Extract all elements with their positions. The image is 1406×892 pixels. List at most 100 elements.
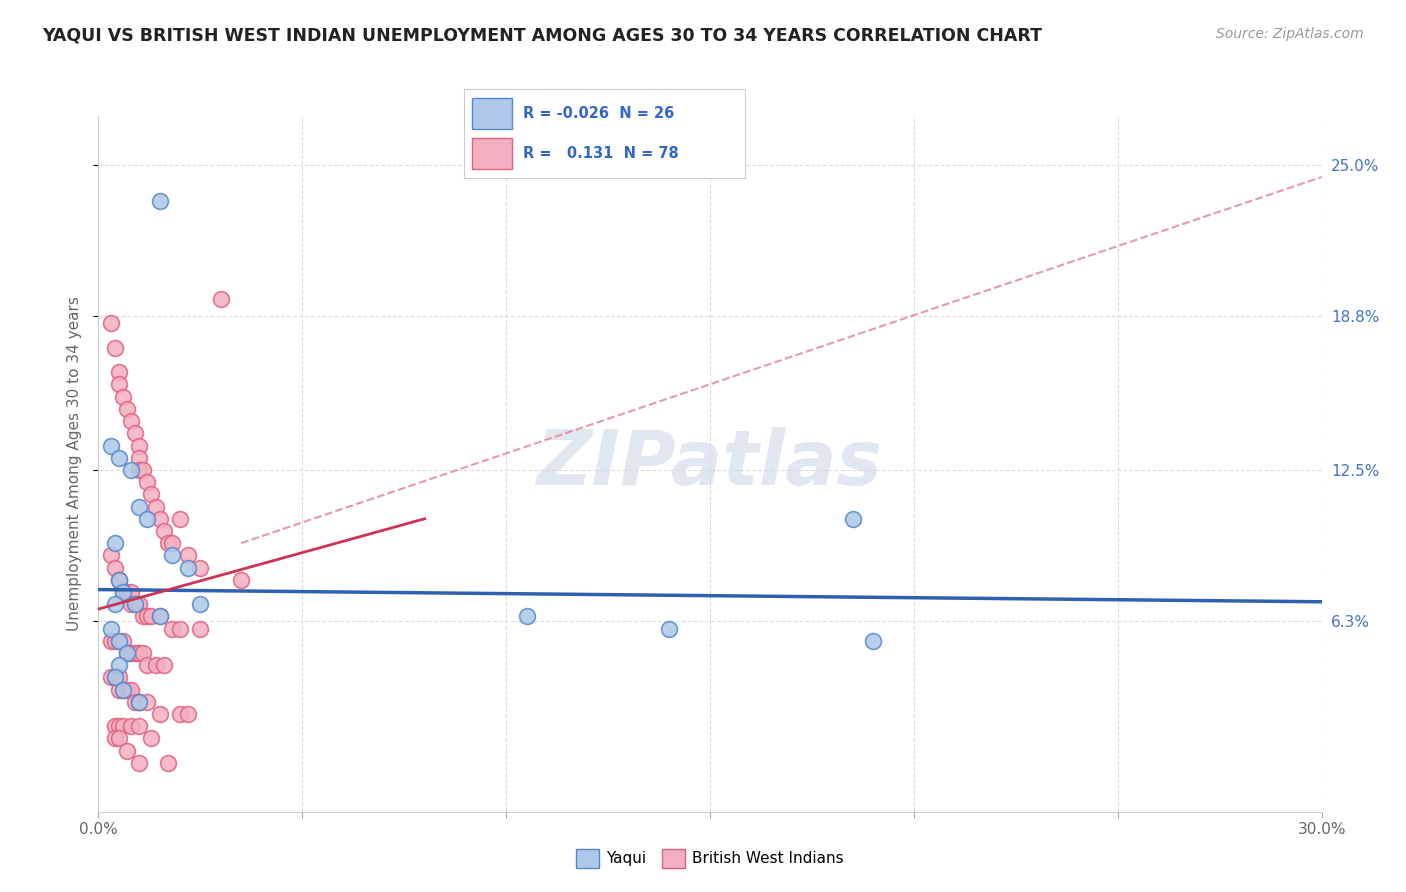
Point [141, 609, 163, 624]
Point [128, 646, 150, 660]
Point [115, 646, 138, 660]
Point [120, 597, 142, 611]
Point [115, 401, 138, 416]
Point [108, 731, 131, 746]
Point [177, 707, 200, 722]
Point [115, 682, 138, 697]
Point [124, 695, 146, 709]
Text: YAQUI VS BRITISH WEST INDIAN UNEMPLOYMENT AMONG AGES 30 TO 34 YEARS CORRELATION : YAQUI VS BRITISH WEST INDIAN UNEMPLOYMEN… [42, 27, 1042, 45]
Point [108, 633, 131, 648]
Point [100, 622, 122, 636]
Point [141, 731, 163, 746]
Point [149, 707, 172, 722]
Point [115, 744, 138, 758]
Point [128, 450, 150, 465]
Text: Source: ZipAtlas.com: Source: ZipAtlas.com [1216, 27, 1364, 41]
Point [136, 475, 159, 490]
Point [149, 194, 172, 209]
Point [111, 585, 134, 599]
Point [108, 682, 131, 697]
Point [145, 658, 167, 673]
Point [160, 622, 183, 636]
Text: R = -0.026  N = 26: R = -0.026 N = 26 [523, 106, 675, 120]
Point [108, 450, 131, 465]
Point [100, 317, 122, 331]
Point [128, 695, 150, 709]
Point [160, 536, 183, 550]
Point [104, 341, 127, 355]
Point [108, 633, 131, 648]
Point [152, 524, 174, 538]
Point [128, 756, 150, 770]
Point [124, 597, 146, 611]
Point [169, 707, 191, 722]
Point [128, 695, 150, 709]
Point [132, 646, 155, 660]
Point [104, 719, 127, 733]
Point [152, 658, 174, 673]
Point [104, 560, 127, 574]
Point [124, 646, 146, 660]
Legend: Yaqui, British West Indians: Yaqui, British West Indians [569, 843, 851, 873]
Point [111, 585, 134, 599]
Point [100, 633, 122, 648]
Point [132, 463, 155, 477]
Point [841, 512, 863, 526]
Point [145, 500, 167, 514]
Point [188, 560, 212, 574]
Point [104, 633, 127, 648]
Point [128, 500, 150, 514]
Text: R =   0.131  N = 78: R = 0.131 N = 78 [523, 146, 679, 161]
Point [120, 719, 142, 733]
Point [108, 377, 131, 392]
Point [136, 695, 159, 709]
Point [156, 536, 179, 550]
Point [177, 549, 200, 563]
Point [141, 487, 163, 501]
Point [169, 512, 191, 526]
Point [108, 573, 131, 587]
Point [111, 682, 134, 697]
Point [100, 670, 122, 684]
Point [128, 597, 150, 611]
Point [124, 426, 146, 441]
Point [149, 609, 172, 624]
Point [111, 390, 134, 404]
Point [149, 609, 172, 624]
Y-axis label: Unemployment Among Ages 30 to 34 years: Unemployment Among Ages 30 to 34 years [67, 296, 83, 632]
Point [156, 756, 179, 770]
Point [111, 633, 134, 648]
Point [104, 670, 127, 684]
Point [108, 573, 131, 587]
Point [658, 622, 681, 636]
Point [108, 658, 131, 673]
Point [115, 585, 138, 599]
Point [128, 463, 150, 477]
Point [108, 365, 131, 379]
Point [136, 609, 159, 624]
Point [132, 609, 155, 624]
Point [100, 549, 122, 563]
Point [169, 622, 191, 636]
Point [231, 573, 253, 587]
Point [160, 549, 183, 563]
Point [104, 536, 127, 550]
Point [128, 695, 150, 709]
Point [120, 682, 142, 697]
Point [111, 719, 134, 733]
Point [120, 646, 142, 660]
Point [120, 414, 142, 428]
Point [862, 633, 884, 648]
Point [108, 573, 131, 587]
Point [128, 438, 150, 452]
FancyBboxPatch shape [472, 138, 512, 169]
Point [104, 731, 127, 746]
Point [188, 622, 212, 636]
Text: ZIPatlas: ZIPatlas [537, 427, 883, 500]
Point [124, 597, 146, 611]
Point [209, 292, 232, 306]
Point [104, 670, 127, 684]
Point [188, 597, 212, 611]
FancyBboxPatch shape [472, 98, 512, 129]
Point [111, 682, 134, 697]
